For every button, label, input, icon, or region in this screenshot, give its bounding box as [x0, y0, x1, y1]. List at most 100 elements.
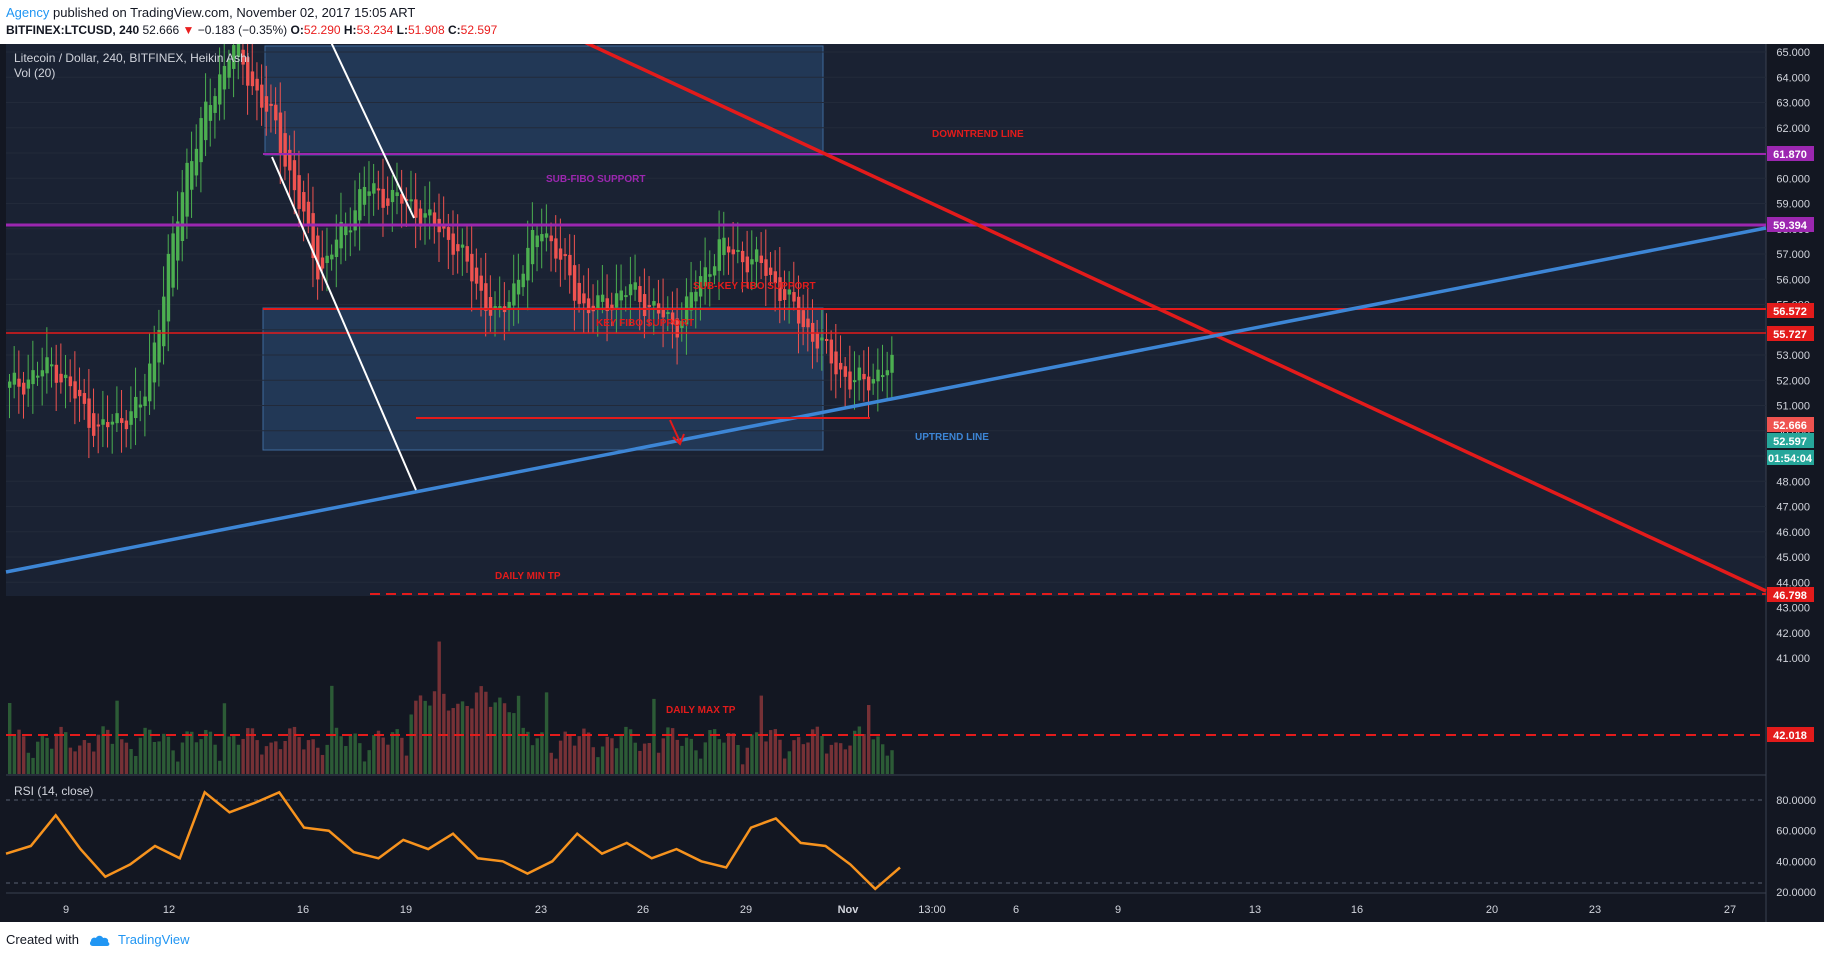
candle-body [703, 267, 707, 287]
breakdown-arrow-head [672, 433, 685, 446]
volume-bar [726, 732, 731, 774]
candle-body [787, 289, 792, 295]
candle-body [624, 295, 628, 298]
chart-canvas[interactable]: DOWNTREND LINE SUB-FIBO SUPPORT SUB-KEY … [0, 44, 1824, 922]
volume-bar [638, 750, 642, 774]
candle-body [740, 250, 745, 263]
volume-bar [586, 732, 591, 774]
candle-body [390, 189, 395, 203]
volume-bar [414, 700, 418, 774]
candle-body [460, 244, 465, 248]
volume-bar [36, 741, 40, 774]
candle-body [516, 279, 521, 295]
candle-body [880, 375, 885, 378]
candle-body [386, 198, 390, 206]
tradingview-link[interactable]: TradingView [118, 932, 190, 947]
rsi-pane [6, 775, 1766, 893]
price-tick-label: 48.000 [1776, 476, 1810, 488]
candle-body [199, 118, 203, 163]
volume-bar [507, 712, 511, 774]
candle-body [40, 370, 45, 377]
price-tick-label: 57.000 [1776, 249, 1810, 261]
candle-body [432, 212, 437, 226]
volume-bar [624, 726, 628, 774]
candle-body [680, 321, 684, 328]
volume-bar [465, 705, 469, 774]
candle-body [180, 192, 185, 241]
candle-body [157, 329, 161, 363]
volume-bar [736, 744, 740, 774]
candle-body [171, 233, 175, 288]
volume-bar [339, 736, 343, 774]
candle-body [31, 370, 35, 385]
volume-bar [521, 727, 525, 774]
volume-bar [474, 692, 479, 774]
price-tick-label: 44.000 [1776, 577, 1810, 589]
volume-bar [890, 750, 894, 774]
volume-bar [591, 747, 595, 774]
volume-bar [661, 738, 665, 774]
candle-body [726, 246, 731, 253]
candle-body [493, 306, 497, 309]
channel-line-upper[interactable] [330, 44, 415, 219]
candle-body [194, 148, 199, 176]
candle-body [204, 101, 208, 141]
candle-body [446, 227, 451, 240]
candle-body [708, 274, 712, 277]
volume-bar [512, 713, 516, 774]
price-tick-label: 43.000 [1776, 603, 1810, 615]
volume-bar [871, 739, 876, 774]
volume-bar [712, 729, 717, 774]
candle-body [558, 248, 563, 260]
volume-bar [367, 750, 371, 774]
uptrend-line[interactable] [5, 226, 1767, 574]
volume-bar [386, 744, 390, 774]
volume-bar [773, 729, 778, 774]
time-tick-label: 23 [535, 904, 547, 916]
publish-line: Agency published on TradingView.com, Nov… [6, 5, 415, 20]
price-badge-label: 56.572 [1773, 306, 1807, 318]
price-tick-label: 60.000 [1776, 173, 1810, 185]
price-badge: 61.870 [1767, 146, 1814, 161]
volume-bar [460, 701, 465, 774]
channel-line-lower[interactable] [271, 156, 417, 491]
volume-bar [778, 739, 782, 774]
price-badge-bg [1767, 417, 1814, 432]
candle-body [255, 78, 259, 91]
close-label: C: [447, 23, 461, 37]
price-badge-label: 46.798 [1773, 590, 1807, 602]
downtrend-line[interactable] [580, 44, 1767, 593]
price-badges: 61.870 59.394 56.572 55.727 52.666 52.597 01:5… [1767, 146, 1814, 742]
candle-body [423, 213, 427, 218]
volume-bar [628, 729, 633, 774]
volume-bar [670, 728, 675, 774]
volume-bar [302, 749, 306, 774]
candle-body [376, 188, 381, 191]
price-badge-label: 59.394 [1773, 220, 1808, 232]
candle-body [479, 275, 483, 291]
volume-bar [722, 742, 726, 774]
volume-bar [297, 737, 301, 774]
price-badge-label: 55.727 [1773, 329, 1807, 341]
volume-bar [162, 733, 166, 774]
price-badge-label: 52.597 [1773, 436, 1807, 448]
candle-body [288, 149, 292, 171]
volume-bar [451, 708, 455, 774]
fibo-zone-upper [264, 45, 824, 156]
volume-bar [73, 751, 77, 774]
candle-body [456, 244, 460, 252]
volume-bar [600, 746, 605, 774]
candle-body [512, 283, 516, 306]
volume-bar [577, 736, 581, 774]
candle-body [358, 189, 362, 221]
candle-body [535, 235, 539, 248]
volume-bar [633, 742, 637, 774]
rsi-tick-label: 20.0000 [1776, 887, 1816, 899]
candle-body [745, 256, 750, 273]
volume-bar [68, 747, 73, 774]
candle-body [414, 199, 418, 218]
volume-bar [535, 738, 539, 774]
volume-bar [185, 731, 189, 774]
author-link[interactable]: Agency [6, 5, 50, 20]
volume-bar [78, 745, 82, 774]
